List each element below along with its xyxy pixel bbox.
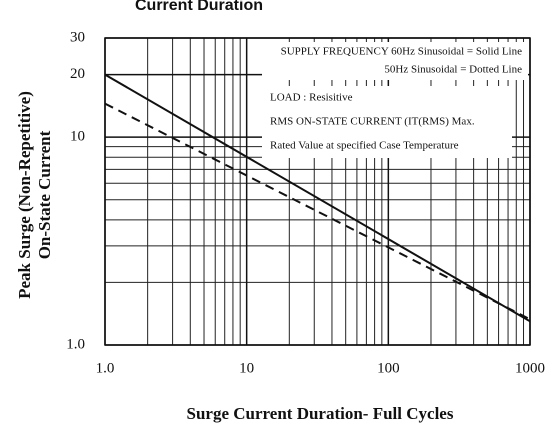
x-axis-label: Surge Current Duration- Full Cycles [187,404,454,423]
series-line [104,102,531,321]
y-tick-label: 20 [70,66,85,82]
annotation-box [262,86,512,158]
y-tick-label: 30 [70,29,85,45]
annotation: Rated Value at specified Case Temperatur… [270,140,459,152]
annotation-box [262,42,528,80]
annotation: RMS ON-STATE CURRENT (IT(RMS) Max. [270,116,475,128]
chart-title: Current Duration [135,0,263,14]
y-tick-label: 1.0 [66,336,85,352]
annotation: SUPPLY FREQUENCY 60Hz Sinusoidal = Solid… [281,46,523,58]
annotation: LOAD : Resisitive [270,92,353,104]
plot-frame [104,37,531,346]
y-tick-label: 10 [70,129,85,145]
x-tick-label: 1000 [515,360,545,376]
series-line [104,73,531,323]
x-tick-label: 10 [239,360,254,376]
y-axis-label: Peak Surge (Non-Repetitive) [15,91,34,299]
x-tick-label: 100 [377,360,400,376]
x-tick-label: 1.0 [96,360,115,376]
y-axis-label: On-State Current [35,130,54,259]
annotation: 50Hz Sinusoidal = Dotted Line [384,64,522,76]
